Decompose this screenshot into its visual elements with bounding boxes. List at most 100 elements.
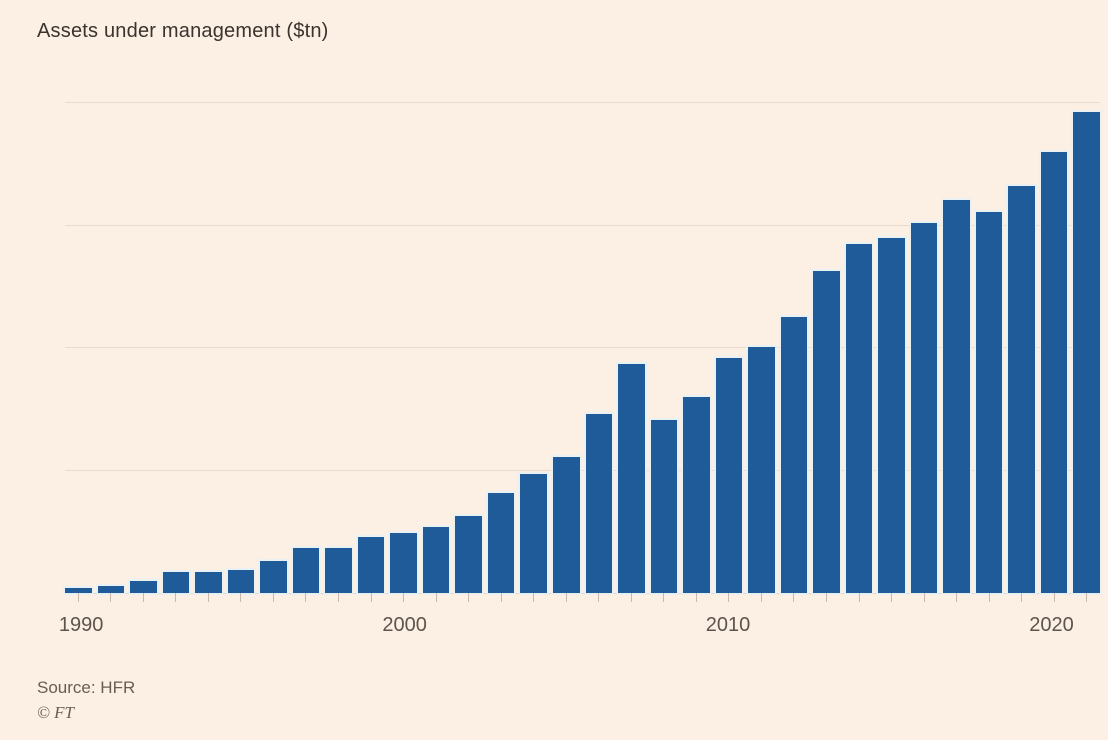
gridline-3tn: [65, 224, 1100, 226]
x-axis-tick: [923, 593, 925, 602]
bars-container: [65, 103, 1100, 593]
bar-2020: [1040, 152, 1068, 593]
bar-2012: [780, 317, 808, 593]
bar-1998: [325, 547, 352, 593]
tick-cell-1994: [195, 593, 222, 602]
bar-2007: [618, 363, 645, 593]
bar-1997: [292, 547, 320, 593]
x-axis-tick: [142, 593, 144, 602]
tick-cell-2015: [878, 593, 905, 602]
x-axis-tick: [630, 593, 632, 602]
x-axis-tick: [956, 593, 958, 602]
tick-cell-2010: [716, 593, 743, 602]
x-axis-tick: [728, 593, 730, 602]
bar-2010: [715, 357, 743, 593]
tick-cell-2017: [943, 593, 970, 602]
bar-2002: [455, 515, 482, 593]
tick-cell-2018: [976, 593, 1003, 602]
tick-cell-2014: [846, 593, 873, 602]
x-axis-tick: [435, 593, 437, 602]
x-axis-tick: [338, 593, 340, 602]
x-axis-tick: [305, 593, 307, 602]
x-axis-tick: [891, 593, 893, 602]
tick-cell-2021: [1073, 593, 1100, 602]
x-axis-tick: [403, 593, 405, 602]
x-axis-tick: [272, 593, 274, 602]
x-axis-tick: [1086, 593, 1088, 602]
tick-cell-1999: [358, 593, 385, 602]
x-axis-tick: [77, 593, 79, 602]
tick-cell-2020: [1041, 593, 1068, 602]
bar-2001: [422, 526, 450, 593]
x-axis-label-1990: 1990: [58, 614, 104, 636]
x-axis-baseline: [65, 593, 1100, 594]
tick-cell-2012: [781, 593, 808, 602]
gridline-1tn: [65, 469, 1100, 471]
tick-cell-2013: [813, 593, 840, 602]
bar-2021: [1073, 111, 1100, 593]
tick-cell-1991: [98, 593, 125, 602]
x-axis-tick: [695, 593, 697, 602]
tick-cell-2005: [553, 593, 580, 602]
x-axis-tick: [207, 593, 209, 602]
bar-2013: [813, 270, 840, 593]
bar-2008: [650, 420, 678, 593]
x-axis-tick: [598, 593, 600, 602]
tick-cell-1996: [260, 593, 287, 602]
bar-2017: [943, 199, 970, 593]
source-label: Source: HFR: [37, 678, 136, 697]
x-axis-tick: [760, 593, 762, 602]
x-axis-tick: [858, 593, 860, 602]
tick-cell-2000: [390, 593, 417, 602]
tick-cell-2008: [651, 593, 678, 602]
tick-cell-2007: [618, 593, 645, 602]
tick-cell-2002: [455, 593, 482, 602]
bar-2009: [683, 397, 710, 593]
x-axis-label-2000: 2000: [382, 614, 427, 636]
bar-2018: [975, 212, 1003, 593]
tick-cell-2019: [1008, 593, 1035, 602]
x-axis-tick: [825, 593, 827, 602]
chart-title: Assets under management ($tn): [37, 20, 329, 42]
x-axis-ticks: [65, 593, 1100, 602]
bar-2005: [552, 457, 580, 593]
bar-2011: [748, 346, 775, 593]
bar-1991: [97, 585, 125, 593]
x-axis-tick: [565, 593, 567, 602]
bar-2019: [1008, 186, 1035, 593]
bar-1996: [260, 561, 287, 593]
bar-1993: [162, 572, 190, 593]
tick-cell-2009: [683, 593, 710, 602]
bar-1990: [65, 588, 92, 593]
tick-cell-1995: [228, 593, 255, 602]
x-axis-label-2020: 2020: [1029, 614, 1074, 636]
x-axis-tick: [988, 593, 990, 602]
bar-1999: [357, 536, 385, 593]
tick-cell-1990: [65, 593, 92, 602]
x-axis-tick: [1021, 593, 1023, 602]
x-axis-tick: [175, 593, 177, 602]
tick-cell-2003: [488, 593, 515, 602]
tick-cell-2016: [911, 593, 938, 602]
plot-area: [65, 102, 1100, 594]
tick-cell-1992: [130, 593, 157, 602]
bar-1995: [227, 569, 255, 593]
ft-copyright: © FT: [37, 703, 75, 722]
bar-2003: [487, 492, 515, 593]
bar-2004: [520, 474, 547, 593]
x-axis-tick: [468, 593, 470, 602]
bar-2015: [878, 237, 905, 593]
tick-cell-2001: [423, 593, 450, 602]
x-axis-tick: [240, 593, 242, 602]
x-axis-tick: [663, 593, 665, 602]
bar-1992: [130, 580, 157, 593]
tick-cell-1998: [325, 593, 352, 602]
x-axis-tick: [110, 593, 112, 602]
x-axis-tick: [370, 593, 372, 602]
bar-2006: [585, 414, 613, 593]
x-axis-tick: [793, 593, 795, 602]
bar-1994: [195, 572, 222, 593]
tick-cell-1993: [163, 593, 190, 602]
gridline-2tn: [65, 347, 1100, 348]
